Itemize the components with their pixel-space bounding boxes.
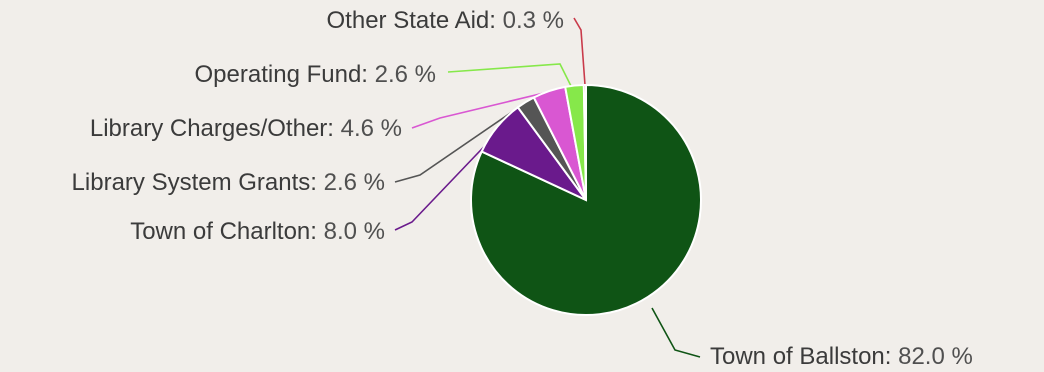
leader-line-library-system-grants: [394, 102, 526, 183]
slice-label-town-of-charlton: Town of Charlton: 8.0 %: [130, 218, 385, 245]
slice-label-value: 82.0 %: [898, 343, 973, 370]
leader-line-other-state-aid: [573, 17, 586, 86]
slice-label-name: Operating Fund:: [195, 61, 375, 88]
slice-label-town-of-ballston: Town of Ballston: 82.0 %: [710, 343, 973, 370]
slice-label-value: 2.6 %: [375, 61, 436, 88]
slice-labels: Town of Ballston: 82.0 % Town of Charlton…: [72, 7, 973, 370]
pie-slice-other-state-aid: [582, 83, 587, 201]
slice-label-name: Library Charges/Other:: [90, 115, 341, 142]
slice-label-value: 4.6 %: [341, 115, 402, 142]
slice-label-name: Town of Ballston:: [710, 343, 898, 370]
leader-line-library-charges-other: [411, 91, 549, 129]
slice-label-name: Other State Aid:: [327, 7, 503, 34]
slice-label-name: Library System Grants:: [72, 169, 324, 196]
slice-label-operating-fund: Operating Fund: 2.6 %: [195, 61, 436, 88]
slice-label-library-system-grants: Library System Grants: 2.6 %: [72, 169, 385, 196]
slice-label-library-charges-other: Library Charges/Other: 4.6 %: [90, 115, 402, 142]
slice-label-value: 2.6 %: [324, 169, 385, 196]
pie-slices: [470, 83, 702, 316]
slice-label-other-state-aid: Other State Aid: 0.3 %: [327, 7, 564, 34]
leader-line-town-of-ballston: [651, 307, 701, 358]
slice-label-value: 0.3 %: [503, 7, 564, 34]
slice-label-name: Town of Charlton:: [130, 218, 323, 245]
slice-label-value: 8.0 %: [324, 218, 385, 245]
leader-line-town-of-charlton: [394, 131, 499, 231]
leader-line-operating-fund: [447, 63, 572, 87]
leader-lines: [394, 17, 701, 358]
